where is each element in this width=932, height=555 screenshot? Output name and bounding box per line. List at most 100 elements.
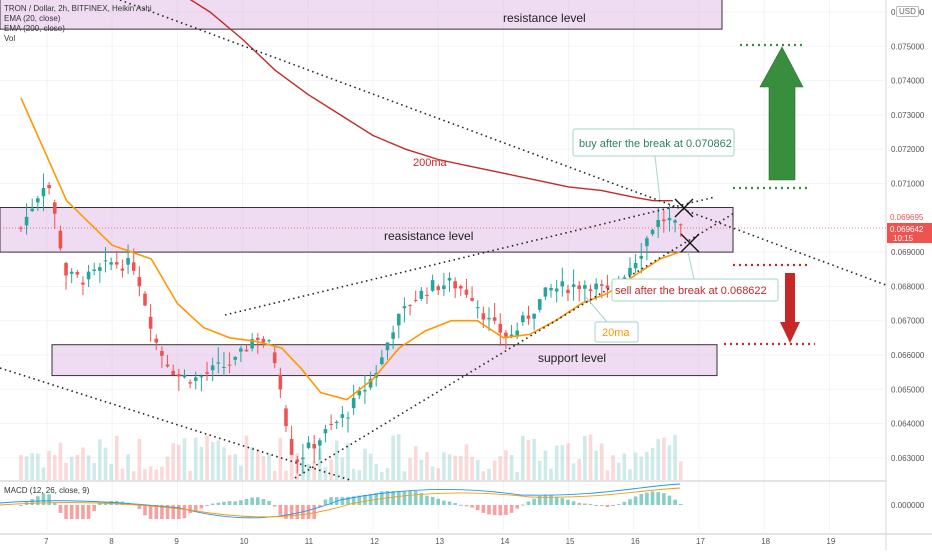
volume-bar	[447, 454, 452, 480]
volume-bar	[453, 455, 457, 480]
volume-bar	[244, 435, 249, 480]
candle-body	[492, 317, 497, 321]
candle-body	[278, 374, 283, 390]
volume-bar	[498, 456, 503, 480]
indicator-legend: TRON / Dollar, 2h, BITFINEX, Heikin Ashi…	[4, 4, 152, 44]
macd-histogram-bar	[402, 491, 407, 505]
candle-body	[515, 330, 519, 336]
volume-bar	[199, 446, 204, 480]
buy-callout-pointer	[654, 155, 661, 201]
candle-body	[103, 260, 108, 262]
countdown-tag: 10:15	[893, 234, 914, 243]
volume-bar	[402, 471, 407, 480]
macd-histogram-bar	[227, 501, 232, 505]
candle-body	[504, 332, 508, 337]
candle-body	[75, 272, 80, 275]
candle-body	[210, 365, 215, 371]
macd-histogram-bar	[532, 498, 536, 505]
macd-histogram-bar	[177, 505, 181, 519]
candle-body	[380, 357, 384, 365]
volume-bar	[571, 463, 576, 480]
candle-body	[216, 362, 221, 364]
macd-histogram-bar	[52, 502, 57, 505]
volume-bar	[137, 438, 142, 480]
volume-bar	[323, 466, 328, 480]
volume-bar	[193, 437, 198, 480]
candle-body	[295, 459, 300, 463]
volume-bar	[566, 443, 570, 480]
macd-histogram-bar	[284, 505, 288, 519]
macd-histogram-bar	[645, 492, 649, 505]
volume-bar	[509, 454, 514, 480]
macd-histogram-bar	[599, 505, 604, 507]
volume-bar	[334, 440, 339, 480]
macd-histogram-bar	[346, 496, 350, 505]
ema20-callout-pointer	[584, 295, 608, 323]
macd-histogram-bar	[492, 505, 497, 516]
macd-histogram-bar	[515, 505, 519, 509]
volume-bar	[374, 463, 379, 480]
volume-bar	[599, 443, 604, 480]
volume-bar	[92, 463, 97, 480]
macd-histogram-bar	[272, 505, 277, 507]
volume-bar	[504, 450, 508, 480]
candle-body	[312, 443, 316, 449]
candle-body	[148, 316, 153, 329]
macd-histogram-bar	[69, 505, 74, 519]
candle-body	[306, 442, 311, 448]
macd-histogram-bar	[560, 498, 565, 505]
level-zones	[0, 0, 734, 377]
candle-body	[419, 290, 424, 299]
macd-histogram-bar	[351, 496, 356, 505]
candle-body	[126, 258, 130, 265]
volume-bar	[673, 434, 677, 480]
macd-histogram-bar	[459, 504, 463, 506]
volume-bar	[160, 466, 164, 480]
macd-histogram-bar	[250, 497, 254, 505]
candle-body	[351, 398, 356, 409]
candle-body	[64, 262, 68, 276]
volume-bar	[278, 437, 283, 480]
macd-histogram-bar	[616, 504, 621, 506]
price-tick-label: 0.064000	[891, 420, 925, 429]
volume-bar	[131, 471, 136, 480]
macd-histogram-bar	[447, 501, 452, 505]
volume-bar	[492, 460, 497, 480]
volume-bar	[622, 453, 627, 480]
candle-body	[605, 285, 610, 289]
candle-body	[357, 390, 362, 396]
time-tick-label: 8	[109, 537, 114, 546]
last-price-tag: 0.069695	[890, 213, 924, 222]
candle-body	[188, 382, 192, 384]
candle-body	[554, 288, 559, 292]
macd-histogram-bar	[633, 496, 638, 505]
macd-histogram-bar	[340, 497, 345, 505]
macd-histogram-bar	[650, 491, 655, 505]
candle-body	[131, 262, 136, 271]
candle-body	[436, 286, 441, 291]
candle-body	[459, 285, 463, 289]
currency-selector[interactable]: USD	[896, 6, 919, 17]
candle-body	[165, 364, 170, 367]
volume-bar	[554, 445, 559, 480]
ema20-callout-text: 20ma	[602, 327, 630, 339]
macd-histogram-bar	[549, 495, 553, 505]
price-tick-label: 0.067000	[891, 317, 925, 326]
candle-body	[385, 342, 390, 351]
macd-histogram-bar	[436, 498, 441, 505]
candle-body	[498, 323, 503, 333]
macd-histogram-bar	[396, 491, 401, 505]
candle-body	[182, 374, 187, 378]
descending-trendline	[119, 0, 887, 286]
candle-body	[120, 268, 125, 271]
break-cross-mark	[680, 233, 700, 253]
level-zone	[0, 0, 723, 30]
candle-body	[137, 277, 142, 287]
volume-bar	[233, 454, 238, 480]
macd-histogram-bar	[577, 502, 582, 505]
macd-histogram-bar	[571, 501, 576, 505]
candle-body	[549, 287, 553, 291]
macd-histogram-bar	[233, 501, 238, 505]
